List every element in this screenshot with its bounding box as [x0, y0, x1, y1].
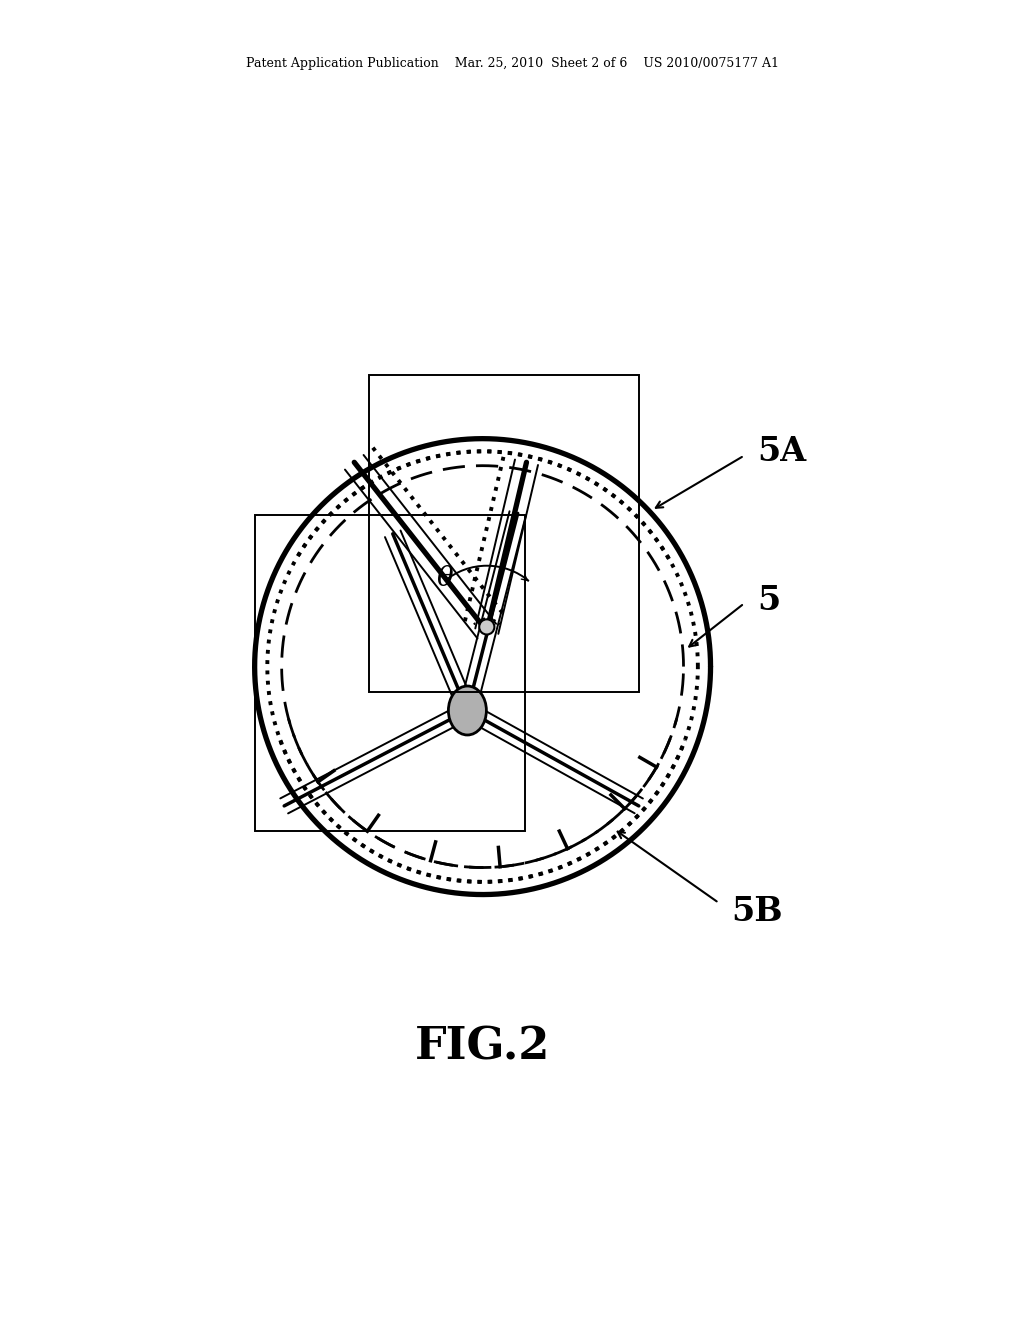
Ellipse shape — [449, 686, 486, 735]
Circle shape — [479, 619, 495, 635]
Text: 5B: 5B — [731, 895, 783, 928]
Bar — [369, 375, 639, 692]
Circle shape — [255, 438, 711, 895]
Text: 5: 5 — [757, 585, 780, 618]
Bar — [369, 375, 639, 692]
Text: θ: θ — [436, 565, 453, 593]
Text: FIG.2: FIG.2 — [415, 1026, 550, 1068]
Circle shape — [295, 479, 670, 854]
Bar — [255, 515, 525, 832]
Text: 5A: 5A — [757, 434, 806, 467]
Bar — [255, 515, 525, 832]
Text: Patent Application Publication    Mar. 25, 2010  Sheet 2 of 6    US 2010/0075177: Patent Application Publication Mar. 25, … — [246, 57, 778, 70]
